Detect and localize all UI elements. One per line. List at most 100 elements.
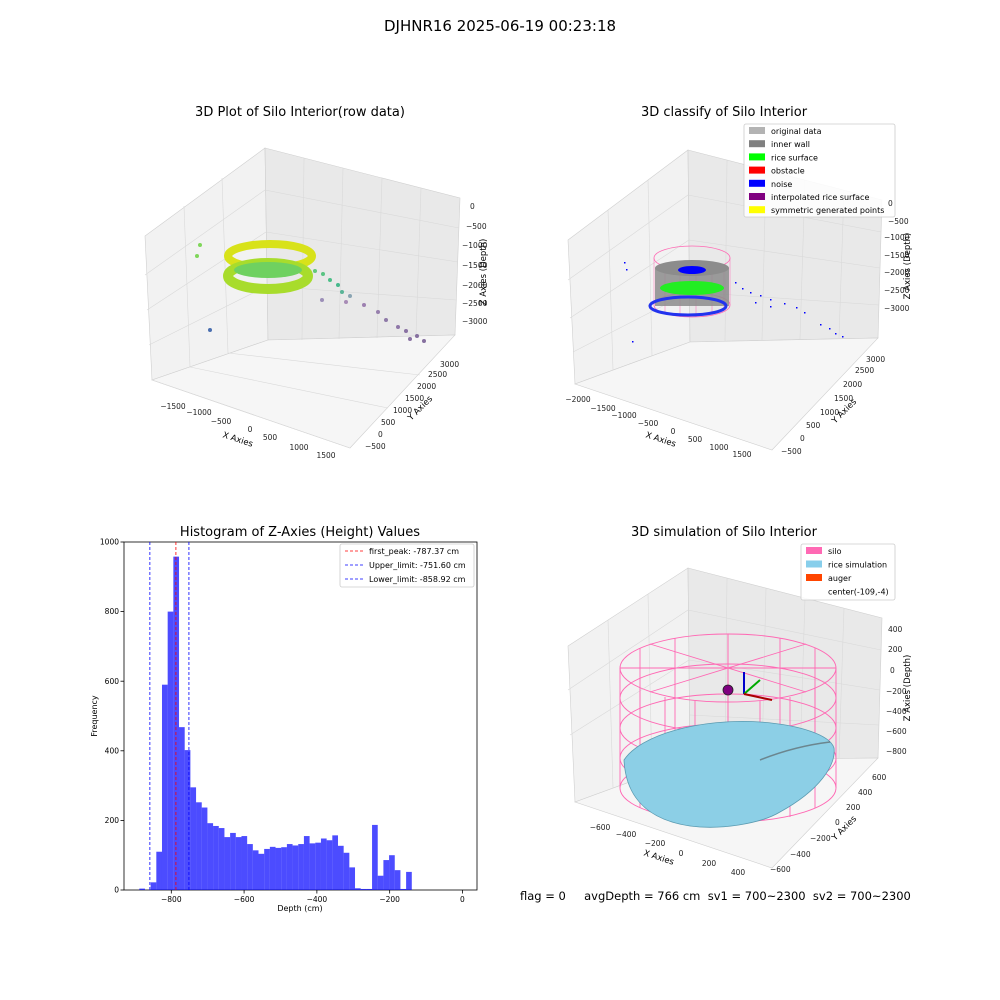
svg-text:−500: −500	[466, 222, 487, 231]
histogram-bar	[292, 845, 299, 890]
legend-swatch	[749, 140, 765, 148]
histogram-bar	[184, 750, 191, 890]
svg-text:−600: −600	[590, 823, 611, 832]
histogram-bar	[196, 802, 202, 890]
svg-text:−2000: −2000	[462, 281, 488, 290]
figure-title: DJHNR16 2025-06-19 00:23:18	[383, 17, 617, 35]
histogram-bar	[286, 844, 293, 890]
histogram-bar	[389, 855, 395, 890]
raw-x-ticks: −1500 −1000 −500 0 500 1000 1500	[160, 402, 335, 460]
histogram-bar	[161, 684, 168, 890]
svg-text:1500: 1500	[405, 394, 424, 403]
histogram-bar	[309, 843, 316, 890]
sim-rice-ridge	[759, 741, 831, 761]
raw-z-label: Z Axies (Depth)	[479, 239, 489, 306]
histogram-bar	[139, 888, 145, 890]
histogram-y-tick-label: 0	[114, 886, 119, 895]
panel-raw-title: 3D Plot of Silo Interior(row data)	[195, 105, 405, 120]
sim-x-label: X Axies	[642, 848, 675, 867]
classify-noise-ring	[648, 295, 728, 317]
svg-text:−800: −800	[886, 747, 907, 756]
histogram-bar	[303, 836, 310, 890]
svg-text:−1000: −1000	[884, 233, 910, 242]
histogram-legend-label: first_peak: -787.37 cm	[369, 547, 459, 556]
histogram-bar	[213, 825, 219, 890]
legend-label: silo	[828, 547, 842, 556]
histogram-legend-label: Upper_limit: -751.60 cm	[369, 561, 466, 570]
histogram-bar	[190, 787, 197, 890]
histogram-bar	[156, 851, 162, 890]
sim-z-ticks: 400 200 0 −200 −400 −600 −800	[886, 625, 907, 756]
legend-label: auger	[828, 574, 852, 583]
sim-y-label: Y Axies	[829, 814, 859, 844]
svg-text:−1000: −1000	[462, 241, 488, 250]
svg-text:200: 200	[888, 645, 903, 654]
svg-text:−1000: −1000	[186, 408, 212, 417]
svg-text:400: 400	[858, 788, 873, 797]
histogram-bar	[337, 845, 344, 890]
svg-text:1500: 1500	[732, 450, 751, 459]
histogram-bar	[372, 824, 378, 890]
sim-rice-surface	[623, 721, 835, 828]
sim-axis-y	[743, 679, 761, 695]
panel-simulation: 3D simulation of Silo Interior	[567, 525, 913, 877]
svg-text:−200: −200	[886, 687, 907, 696]
svg-text:500: 500	[688, 435, 703, 444]
histogram-bar	[269, 846, 276, 890]
histogram-x-ticks: −800 −600 −400 −200 0	[161, 890, 465, 904]
svg-text:−500: −500	[781, 447, 802, 456]
svg-text:1000: 1000	[289, 443, 308, 452]
histogram-bar	[400, 888, 407, 890]
legend-swatch	[806, 574, 822, 581]
histogram-bar	[281, 847, 287, 890]
histogram-bar	[298, 844, 304, 890]
histogram-y-tick-label: 200	[105, 816, 120, 825]
legend-label: original data	[771, 127, 822, 136]
histogram-bar	[406, 871, 412, 890]
legend-label: rice surface	[771, 153, 818, 162]
histogram-bar	[252, 850, 259, 890]
raw-ring-floor	[234, 262, 302, 278]
legend-swatch	[749, 206, 765, 214]
histogram-bar	[201, 807, 208, 890]
svg-text:−400: −400	[616, 830, 637, 839]
sim-x-ticks: −600 −400 −200 0 200 400	[590, 823, 746, 877]
svg-text:−1500: −1500	[590, 404, 616, 413]
svg-text:0: 0	[890, 666, 895, 675]
svg-text:3000: 3000	[866, 355, 885, 364]
legend-swatch	[806, 560, 822, 568]
panel-histogram: Histogram of Z-Axies (Height) Values −80…	[90, 525, 478, 913]
svg-text:400: 400	[731, 868, 746, 877]
svg-text:−1500: −1500	[884, 251, 910, 260]
legend-label: interpolated rice surface	[771, 193, 869, 202]
svg-text:2000: 2000	[843, 380, 862, 389]
svg-text:1500: 1500	[834, 394, 853, 403]
classify-noise-points	[624, 262, 844, 343]
classify-legend: original data inner wall rice surface obsta…	[743, 123, 896, 218]
svg-text:200: 200	[702, 859, 717, 868]
histogram-legend-label: Lower_limit: -858.92 cm	[369, 575, 466, 584]
svg-text:−600: −600	[886, 727, 907, 736]
histogram-vlines	[149, 542, 190, 890]
svg-text:2500: 2500	[428, 370, 447, 379]
histogram-bar	[360, 888, 367, 890]
histogram-x-tick-label: −800	[161, 895, 182, 904]
histogram-bar	[224, 837, 231, 890]
histogram-bar	[366, 888, 373, 890]
svg-text:−1000: −1000	[611, 411, 637, 420]
histogram-bar	[377, 875, 384, 890]
raw-scatter-trail	[195, 243, 426, 343]
svg-text:−500: −500	[638, 419, 659, 428]
sim-z-label: Z Axies (Depth)	[903, 655, 913, 722]
status-line: flag = 0 avgDepth = 766 cm sv1 = 700~230…	[520, 889, 911, 903]
histogram-y-tick-label: 400	[105, 746, 120, 755]
classify-z-ticks: 0 −500 −1000 −1500 −2000 −2500 −3000	[884, 199, 910, 313]
histogram-y-tick-label: 800	[105, 607, 120, 616]
svg-text:2000: 2000	[417, 382, 436, 391]
legend-label: symmetric generated points	[771, 206, 884, 215]
svg-text:0: 0	[835, 818, 840, 827]
histogram-x-label: Depth (cm)	[277, 904, 322, 913]
histogram-legend: first_peak: -787.37 cm Upper_limit: -751.…	[339, 543, 475, 588]
panel-raw-data: 3D Plot of Silo Interior(row data)	[144, 105, 489, 460]
svg-text:500: 500	[263, 433, 278, 442]
